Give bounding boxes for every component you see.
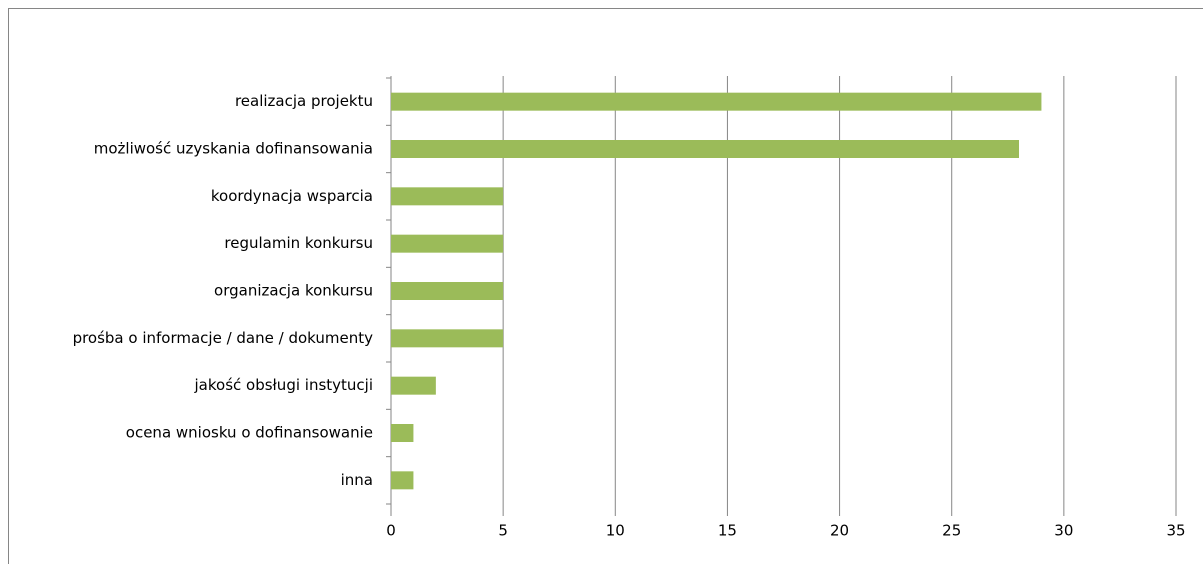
y-tick-label: jakość obsługi instytucji bbox=[194, 376, 373, 394]
x-tick-label: 35 bbox=[1166, 522, 1185, 540]
x-tick-label: 20 bbox=[830, 522, 849, 540]
bar bbox=[391, 234, 504, 253]
bar bbox=[391, 92, 1042, 111]
y-tick-label: regulamin konkursu bbox=[224, 234, 373, 252]
y-tick-label: organizacja konkursu bbox=[214, 282, 373, 300]
y-tick-label: prośba o informacje / dane / dokumenty bbox=[73, 329, 374, 347]
y-tick-label: ocena wniosku o dofinansowanie bbox=[126, 424, 373, 442]
x-tick-label: 25 bbox=[942, 522, 961, 540]
y-tick-label: realizacja projektu bbox=[235, 92, 373, 110]
bar bbox=[391, 471, 414, 490]
y-tick-label: możliwość uzyskania dofinansowania bbox=[94, 140, 373, 158]
x-tick-label: 0 bbox=[386, 522, 396, 540]
x-tick-label: 30 bbox=[1054, 522, 1073, 540]
y-tick-label: inna bbox=[341, 471, 373, 489]
bar bbox=[391, 424, 414, 442]
x-tick-label: 5 bbox=[498, 522, 508, 540]
bar bbox=[391, 140, 1019, 158]
chart-frame bbox=[8, 8, 1203, 564]
bar bbox=[391, 282, 504, 300]
bar bbox=[391, 187, 504, 206]
y-tick-label: koordynacja wsparcia bbox=[211, 187, 373, 205]
x-tick-label: 15 bbox=[718, 522, 737, 540]
x-tick-label: 10 bbox=[606, 522, 625, 540]
bar bbox=[391, 329, 504, 348]
bar bbox=[391, 376, 436, 395]
